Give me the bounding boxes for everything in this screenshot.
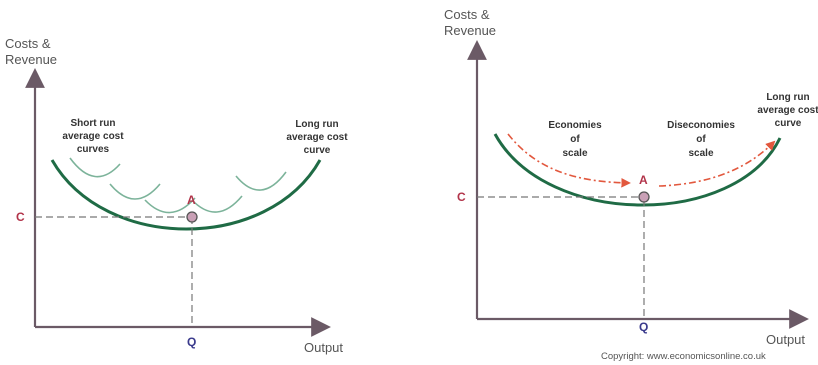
left-c-label: C [16, 210, 25, 224]
left-y-axis-label-line1: Costs & [5, 36, 51, 51]
srac-curve [191, 195, 243, 213]
copyright-text: Copyright: www.economicsonline.co.uk [601, 351, 766, 362]
right-q-label: Q [639, 320, 648, 334]
srac-curve [69, 157, 121, 178]
srac-curve [144, 197, 196, 214]
right-lrac-curve [493, 133, 782, 207]
economies-label-line2: of [570, 134, 580, 145]
left-y-axis-label-line2: Revenue [5, 52, 57, 67]
srac-label-line3: curves [77, 144, 110, 155]
right-a-label: A [639, 173, 648, 187]
left-x-axis-label: Output [304, 340, 343, 355]
diseconomies-arrow [658, 140, 776, 187]
economies-arrow [507, 133, 631, 188]
left-short-run-curves [69, 157, 287, 214]
right-y-axis-label-line1: Costs & [444, 7, 490, 22]
srac-label-line2: average cost [62, 131, 124, 142]
right-lrac-label-line3: curve [775, 118, 802, 129]
right-x-axis-label: Output [766, 332, 805, 347]
left-lrac-label-line1: Long run [295, 119, 338, 130]
right-lrac-label-line2: average cost [757, 105, 818, 116]
diseconomies-label-line2: of [696, 134, 706, 145]
right-lrac-label-line1: Long run [766, 92, 809, 103]
left-diagram: Costs & Revenue Output C A Q Short run a… [5, 36, 348, 355]
economies-label-line1: Economies [548, 120, 602, 131]
left-lrac-label-line2: average cost [286, 132, 348, 143]
right-diagram: Costs & Revenue Output C A Q Economies o… [444, 7, 818, 362]
left-a-label: A [187, 193, 196, 207]
right-point-a [638, 191, 650, 203]
right-y-axis-label-line2: Revenue [444, 23, 496, 38]
left-lrac-label-line3: curve [304, 145, 331, 156]
srac-curve [235, 171, 287, 191]
srac-label-line1: Short run [71, 118, 116, 129]
left-lrac-curve [50, 159, 322, 231]
srac-curve [109, 183, 161, 200]
economies-label-line3: scale [562, 148, 587, 159]
left-q-label: Q [187, 335, 196, 349]
diseconomies-label-line1: Diseconomies [667, 120, 735, 131]
diseconomies-label-line3: scale [688, 148, 713, 159]
right-c-label: C [457, 190, 466, 204]
left-point-a [186, 211, 198, 223]
